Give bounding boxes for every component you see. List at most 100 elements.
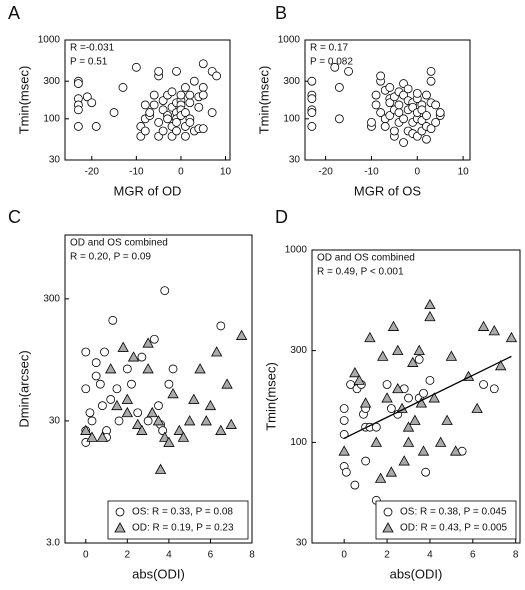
y-tick-label: 300 (43, 293, 60, 304)
circle-marker (158, 126, 168, 136)
y-tick-label: 300 (43, 76, 60, 87)
triangle-marker (402, 421, 415, 432)
triangle-marker (377, 350, 389, 361)
triangle-marker (188, 393, 200, 404)
circle-marker (109, 108, 119, 117)
triangle-marker (385, 466, 398, 477)
triangle-marker (225, 418, 237, 429)
triangle-marker (349, 366, 361, 378)
y-axis-label: Tmin(msec) (256, 66, 271, 135)
triangle-marker (105, 363, 117, 374)
circle-marker (91, 358, 101, 368)
circle-marker (412, 89, 422, 98)
circle-marker (185, 98, 195, 108)
triangle-marker (392, 344, 404, 356)
x-tick-label: -10 (129, 167, 144, 178)
circle-marker (168, 364, 178, 374)
triangle-marker (392, 382, 404, 394)
circle-marker (106, 395, 116, 404)
triangle-marker (387, 320, 400, 331)
circle-marker (114, 416, 124, 426)
circle-marker (350, 480, 360, 490)
circle-marker (376, 71, 386, 81)
circle-marker (164, 379, 174, 389)
circle-marker (479, 380, 488, 389)
triangle-marker (434, 436, 447, 447)
legend-label: OD: R = 0.43, P = 0.005 (400, 523, 508, 534)
x-tick-label: 8 (513, 550, 519, 561)
circle-marker (426, 124, 436, 134)
triangle-marker (338, 445, 350, 456)
triangle-marker (163, 436, 175, 447)
triangle-marker (428, 392, 440, 403)
circle-marker (426, 76, 436, 86)
legend-marker (115, 507, 125, 517)
triangle-marker (353, 374, 365, 385)
triangle-marker (424, 298, 436, 310)
circle-marker (133, 408, 143, 418)
triangle-marker (370, 436, 383, 447)
x-tick-label: 0 (341, 550, 347, 561)
legend-label: OD: R = 0.19, P = 0.23 (132, 523, 234, 534)
circle-marker (419, 388, 428, 398)
circle-marker (367, 118, 376, 127)
triangle-marker (204, 399, 217, 411)
x-tick-label: 10 (458, 167, 470, 178)
circle-marker (154, 118, 164, 127)
circle-marker (389, 126, 399, 136)
circle-marker (81, 347, 91, 357)
x-tick-label: 10 (220, 167, 232, 178)
y-tick-label: 30 (49, 416, 61, 427)
circle-marker (371, 90, 381, 100)
circle-marker (431, 100, 441, 110)
circle-marker (399, 138, 408, 147)
circle-marker (108, 315, 118, 325)
circle-marker (334, 114, 344, 124)
triangle-marker (127, 351, 140, 362)
circle-marker (100, 347, 109, 357)
y-tick-label: 100 (43, 113, 60, 124)
legend-label: OS: R = 0.38, P = 0.045 (400, 507, 507, 518)
triangle-marker (210, 346, 223, 357)
circle-marker (158, 105, 168, 115)
x-axis-label: MGR of OD (114, 183, 182, 198)
circle-marker (172, 118, 181, 127)
triangle-marker (505, 331, 518, 343)
circle-marker (140, 126, 150, 136)
circle-marker (307, 76, 317, 86)
circle-marker (145, 108, 155, 117)
circle-marker (435, 108, 445, 117)
circle-marker (403, 84, 413, 94)
circle-marker (404, 393, 413, 403)
plot-frame (311, 249, 521, 544)
triangle-marker (117, 341, 129, 352)
x-tick-label: 2 (384, 550, 390, 561)
triangle-marker (488, 325, 500, 336)
y-tick-label: 1000 (38, 35, 61, 46)
triangle-marker (445, 350, 458, 361)
circle-marker (176, 90, 186, 100)
legend-marker (382, 522, 394, 533)
x-tick-label: 8 (249, 550, 255, 561)
circle-marker (87, 98, 97, 108)
circle-marker (431, 118, 441, 127)
circle-marker (421, 467, 431, 477)
circle-marker (85, 408, 95, 418)
triangle-marker (441, 414, 453, 425)
triangle-marker (413, 344, 425, 356)
triangle-marker (407, 356, 419, 367)
circle-marker (154, 66, 164, 76)
triangle-marker (200, 415, 212, 426)
x-tick-label: 0 (178, 167, 184, 178)
circle-marker (341, 467, 351, 477)
circle-marker (87, 416, 97, 426)
y-tick-label: 300 (283, 76, 300, 87)
legend-label: OS: R = 0.33, P = 0.08 (132, 507, 233, 518)
y-tick-label: 300 (290, 345, 307, 356)
circle-marker (426, 66, 436, 76)
triangle-marker (417, 445, 430, 456)
circle-marker (216, 321, 226, 331)
circle-marker (73, 79, 83, 88)
circle-marker (198, 90, 208, 100)
triangle-marker (398, 455, 410, 466)
